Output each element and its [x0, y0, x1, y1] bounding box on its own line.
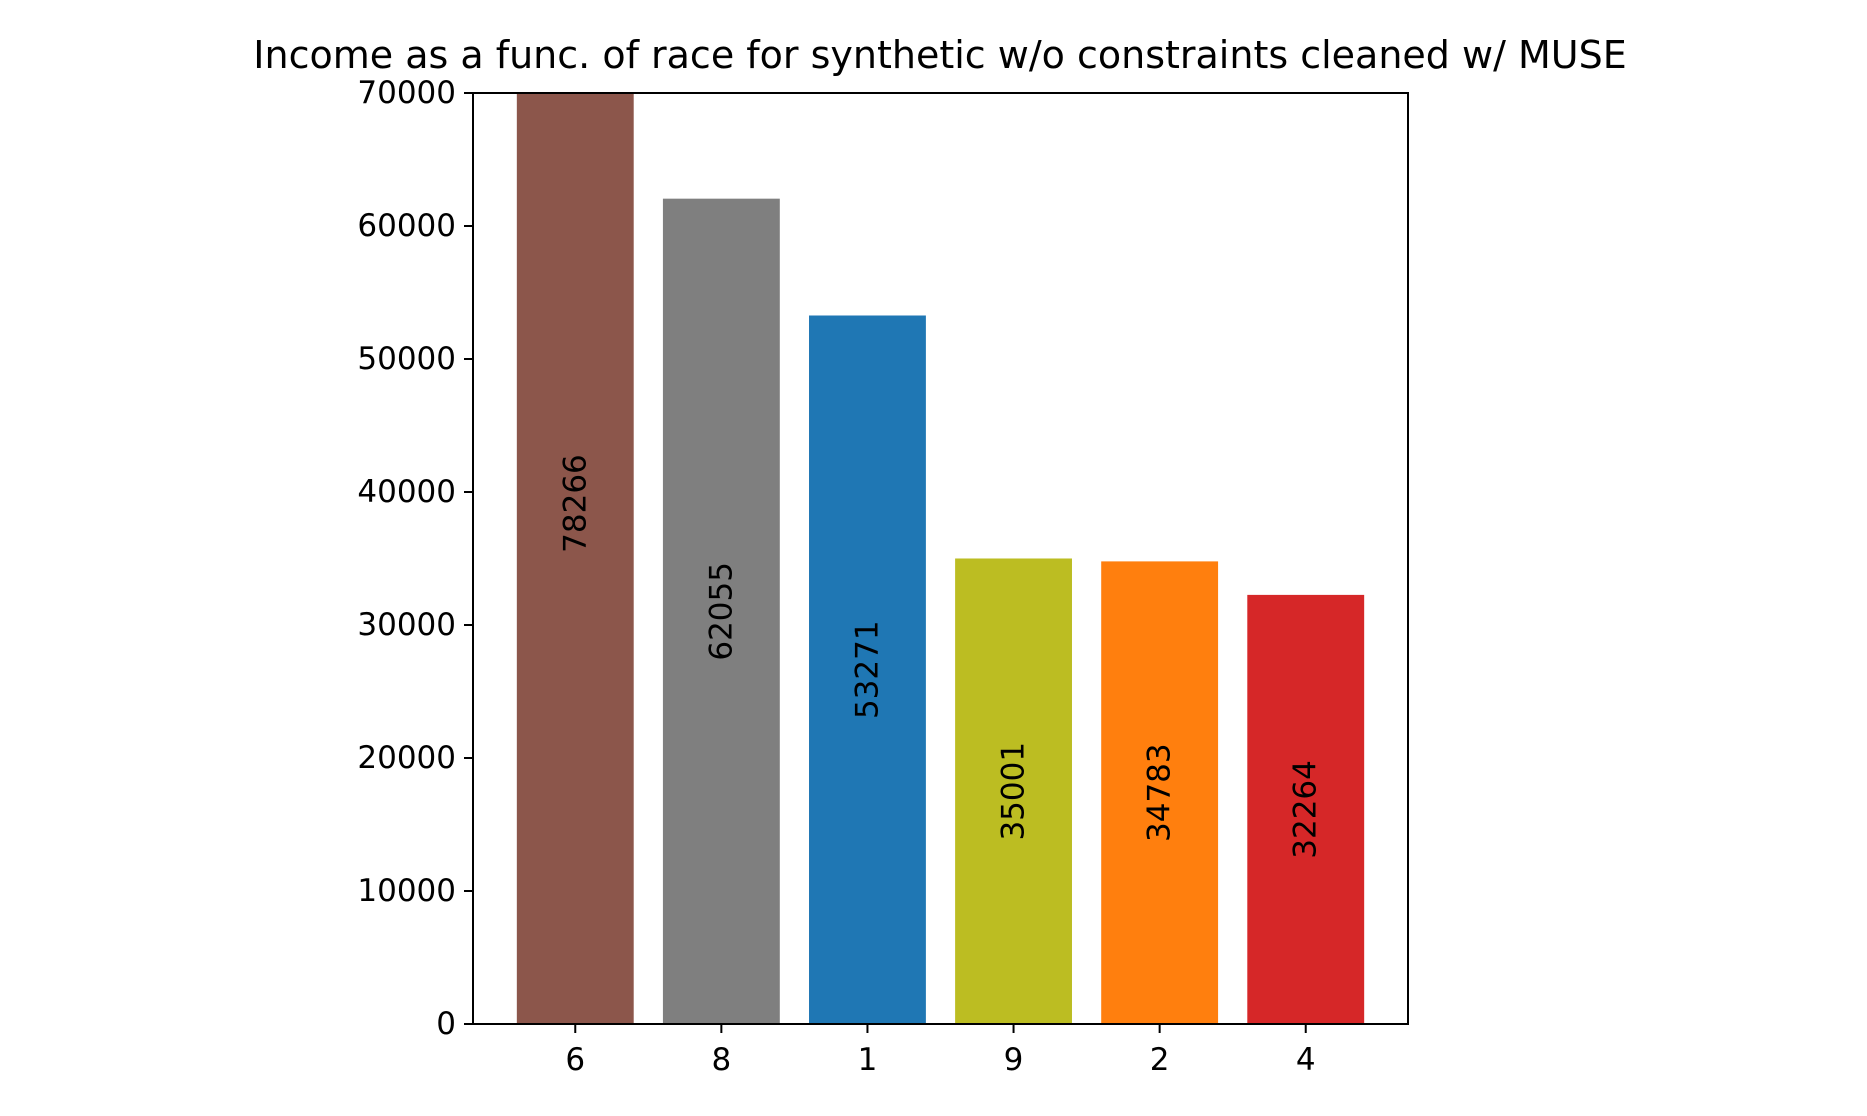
x-tick-label: 4 [1296, 1042, 1316, 1078]
bar-value-label-2: 34783 [1142, 743, 1178, 842]
y-tick-label: 0 [436, 1006, 456, 1042]
plot-frame [472, 92, 1409, 1025]
y-tick-label: 60000 [357, 208, 456, 244]
y-axis: 0 10000 20000 30000 40000 50000 60000 70000 [357, 75, 473, 1042]
bar-9 [955, 558, 1072, 1024]
bar-value-label-4: 32264 [1288, 760, 1324, 859]
y-tick-label: 20000 [357, 740, 456, 776]
y-tick-label: 10000 [357, 873, 456, 909]
bar-1 [809, 315, 926, 1024]
x-axis: 6 8 1 9 2 4 [565, 1024, 1316, 1078]
bar-2 [1101, 561, 1219, 1024]
bar-6 [516, 93, 634, 1024]
bar-labels-layer: 78266 62055 53271 35001 34783 32264 [557, 454, 1323, 859]
x-tick-label: 1 [858, 1042, 878, 1078]
bar-4 [1247, 594, 1365, 1024]
bar-value-label-1: 53271 [849, 620, 885, 719]
chart-title: Income as a func. of race for synthetic … [253, 33, 1626, 77]
bars-layer [516, 93, 1365, 1024]
y-tick-label: 40000 [357, 474, 456, 510]
bar-value-label-9: 35001 [996, 742, 1032, 841]
bar-value-label-8: 62055 [703, 562, 739, 661]
y-tick-label: 70000 [357, 75, 456, 111]
bar-value-label-6: 78266 [557, 454, 593, 553]
y-tick-label: 30000 [357, 607, 456, 643]
x-tick-label: 8 [711, 1042, 731, 1078]
bar-8 [662, 198, 780, 1024]
x-tick-label: 6 [565, 1042, 585, 1078]
x-tick-label: 2 [1150, 1042, 1170, 1078]
x-tick-label: 9 [1004, 1042, 1024, 1078]
y-tick-label: 50000 [357, 341, 456, 377]
